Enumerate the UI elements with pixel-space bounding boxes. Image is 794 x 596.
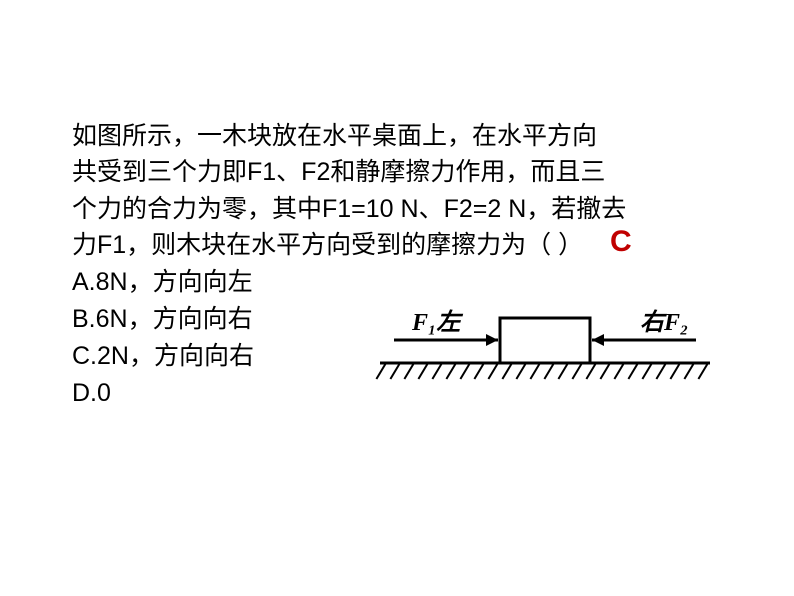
answer-mark: C xyxy=(610,225,632,259)
question-line-1: 如图所示，一木块放在水平桌面上，在水平方向 xyxy=(72,122,597,150)
option-c: C.2N，方向向右 xyxy=(72,338,254,375)
option-b: B.6N，方向向右 xyxy=(72,301,254,338)
question-line-3: 个力的合力为零，其中F1=10 N、F2=2 N，若撤去 xyxy=(72,195,626,223)
svg-text:右F₂: 右F₂ xyxy=(640,309,688,336)
options-list: A.8N，方向向左 B.6N，方向向右 C.2N，方向向右 D.0 xyxy=(72,264,254,412)
question-line-2: 共受到三个力即F1、F2和静摩擦力作用，而且三 xyxy=(72,158,605,186)
question-stem: 如图所示，一木块放在水平桌面上，在水平方向 共受到三个力即F1、F2和静摩擦力作… xyxy=(72,118,732,263)
slide: 如图所示，一木块放在水平桌面上，在水平方向 共受到三个力即F1、F2和静摩擦力作… xyxy=(0,0,794,596)
option-a: A.8N，方向向左 xyxy=(72,264,254,301)
svg-text:F₁左: F₁左 xyxy=(411,309,463,336)
physics-diagram: F₁左 右F₂ xyxy=(360,300,730,405)
question-line-4: 力F1，则木块在水平方向受到的摩擦力为（ ） xyxy=(72,231,583,259)
option-d: D.0 xyxy=(72,375,254,412)
